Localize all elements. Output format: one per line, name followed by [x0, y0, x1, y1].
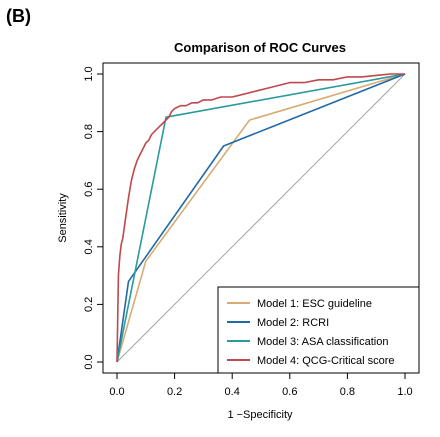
y-tick-label: 0.0 [83, 354, 95, 369]
series-line-model-3 [116, 73, 406, 363]
series-line-model-2 [116, 73, 406, 363]
y-tick-label: 0.4 [83, 239, 95, 254]
x-tick-label: 0.4 [225, 386, 240, 398]
y-tick-label: 0.8 [83, 124, 95, 139]
y-axis-label: Sensitivity [57, 193, 69, 243]
x-tick-label: 0.8 [340, 386, 355, 398]
legend-label-model-2: Model 2: RCRI [257, 317, 329, 329]
y-tick-label: 1.0 [83, 66, 95, 81]
x-axis-label: 1 −Specificity [227, 409, 293, 421]
legend: Model 1: ESC guideline Model 2: RCRI Model… [217, 286, 420, 374]
y-tick-label: 0.2 [83, 297, 95, 312]
legend-box [217, 286, 420, 374]
reference-diagonal-line [116, 73, 406, 363]
series-line-model-4 [116, 73, 405, 363]
legend-label-model-1: Model 1: ESC guideline [257, 298, 372, 310]
series-line-model-1 [116, 73, 406, 363]
x-tick-label: 0.0 [109, 386, 124, 398]
x-tick-label: 1.0 [397, 386, 412, 398]
x-tick-label: 0.6 [282, 386, 297, 398]
legend-label-model-3: Model 3: ASA classification [257, 336, 388, 348]
x-tick-label: 0.2 [167, 386, 182, 398]
y-tick-label: 0.6 [83, 182, 95, 197]
panel-label: (B) [6, 6, 31, 26]
chart-title: Comparison of ROC Curves [174, 40, 346, 55]
legend-label-model-4: Model 4: QCG-Critical score [257, 355, 395, 367]
